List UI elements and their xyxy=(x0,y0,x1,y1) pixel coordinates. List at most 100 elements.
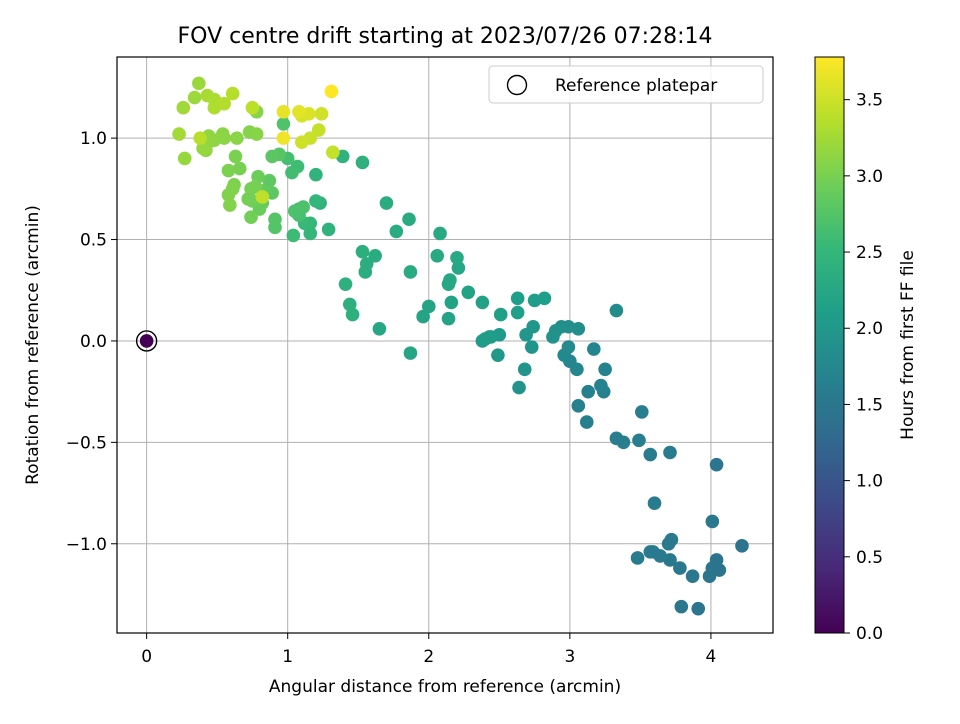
data-point xyxy=(632,433,646,448)
data-point xyxy=(594,378,608,393)
data-point xyxy=(705,561,720,575)
data-point xyxy=(187,90,202,105)
data-point xyxy=(579,415,594,429)
data-point xyxy=(587,342,601,356)
data-point xyxy=(268,212,282,227)
data-point xyxy=(177,151,192,166)
data-point xyxy=(276,131,291,145)
data-point xyxy=(355,244,370,259)
data-point xyxy=(663,445,677,460)
data-point xyxy=(338,277,353,291)
data-point xyxy=(228,149,243,164)
data-point xyxy=(643,447,658,462)
data-point xyxy=(421,299,436,314)
data-point xyxy=(581,384,595,399)
plot-frame xyxy=(116,56,774,634)
x-tick-label: 1 xyxy=(282,647,293,667)
legend-marker xyxy=(506,74,528,96)
data-point xyxy=(309,167,323,182)
y-axis-label: Rotation from reference (arcmin) xyxy=(23,205,43,485)
data-point xyxy=(389,224,404,239)
data-point xyxy=(630,551,645,565)
data-point xyxy=(433,226,447,241)
y-tick-label: 0.5 xyxy=(80,231,107,251)
y-axis: −1.0 −0.5 0.0 0.5 1.0 xyxy=(66,129,117,555)
colorbar-tick-label: 3.5 xyxy=(856,91,883,111)
data-point xyxy=(232,161,247,176)
x-tick-label: 2 xyxy=(423,647,434,667)
chart-title: FOV centre drift starting at 2023/07/26 … xyxy=(178,24,713,49)
data-point xyxy=(223,198,237,212)
data-point xyxy=(286,228,301,243)
data-point xyxy=(324,84,339,99)
data-point xyxy=(402,212,416,227)
data-point xyxy=(265,149,279,164)
data-point xyxy=(249,127,264,141)
colorbar-tick-label: 1.5 xyxy=(856,395,883,415)
data-point xyxy=(561,340,576,354)
data-point xyxy=(230,131,244,145)
data-point xyxy=(444,295,459,310)
data-point xyxy=(493,307,508,322)
data-point xyxy=(342,297,357,312)
data-point xyxy=(326,145,340,160)
reference-point-fill xyxy=(139,334,154,348)
data-point xyxy=(379,196,394,210)
x-tick-label: 4 xyxy=(706,647,717,667)
data-point xyxy=(285,165,299,180)
plot-points xyxy=(135,76,749,616)
data-point xyxy=(609,303,624,318)
data-point xyxy=(673,561,687,575)
data-point xyxy=(643,545,658,559)
colorbar-tick-label: 1.0 xyxy=(856,472,883,492)
data-point xyxy=(303,226,318,241)
data-point xyxy=(598,362,612,377)
data-point xyxy=(451,261,466,275)
data-point xyxy=(255,190,270,204)
x-tick-label: 0 xyxy=(141,647,152,667)
data-point xyxy=(526,319,540,334)
data-point xyxy=(276,104,291,119)
data-point xyxy=(244,210,258,225)
data-point xyxy=(192,76,206,91)
data-point xyxy=(475,295,490,310)
data-point xyxy=(221,188,236,202)
data-point xyxy=(571,399,586,413)
data-point xyxy=(705,514,720,529)
colorbar-tick-label: 0.5 xyxy=(856,548,883,568)
data-point xyxy=(176,100,191,115)
data-point xyxy=(403,265,418,279)
data-point xyxy=(661,536,676,551)
data-point xyxy=(355,155,370,170)
data-point xyxy=(172,127,186,141)
data-point xyxy=(372,321,387,336)
colorbar-tick-label: 0.0 xyxy=(856,624,883,644)
colorbar-label: Hours from first FF file xyxy=(898,250,918,440)
data-point xyxy=(537,291,552,306)
data-point xyxy=(296,200,311,214)
colorbar-ticks: 0.0 0.5 1.0 1.5 2.0 2.5 3.0 3.5 xyxy=(844,91,883,644)
legend: Reference platepar xyxy=(488,65,764,104)
data-point xyxy=(221,163,236,178)
x-axis-label: Angular distance from reference (arcmin) xyxy=(269,677,621,697)
y-tick-label: −1.0 xyxy=(66,535,107,555)
data-point xyxy=(430,248,445,263)
data-point xyxy=(245,100,260,115)
data-point xyxy=(416,309,430,324)
y-tick-label: −0.5 xyxy=(66,433,107,453)
data-point xyxy=(546,330,560,344)
data-point xyxy=(450,250,464,265)
data-point xyxy=(647,496,662,510)
data-point xyxy=(609,431,624,446)
data-point xyxy=(691,601,706,616)
legend-label: Reference platepar xyxy=(555,76,717,96)
data-point xyxy=(292,104,306,119)
colorbar-tick-label: 2.5 xyxy=(856,243,883,263)
data-point xyxy=(461,285,476,300)
colorbar: 0.0 0.5 1.0 1.5 2.0 2.5 3.0 3.5 Hours from firs… xyxy=(814,56,918,644)
data-point xyxy=(475,334,490,348)
data-point xyxy=(512,380,526,395)
legend-box xyxy=(488,65,764,104)
data-point xyxy=(510,291,525,306)
